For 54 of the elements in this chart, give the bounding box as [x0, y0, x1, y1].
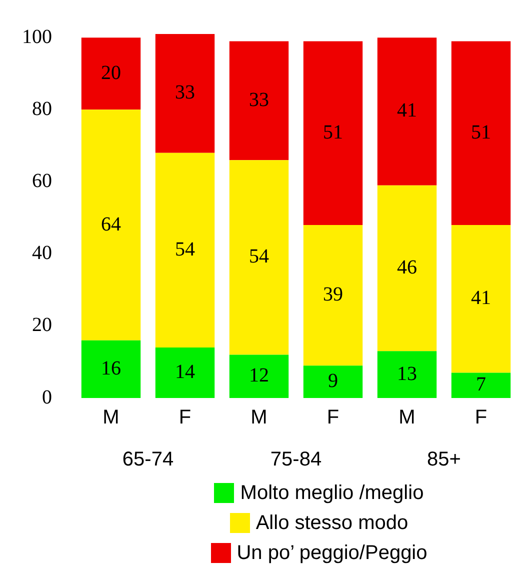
bar	[303, 225, 363, 366]
data-label: 54	[175, 238, 195, 260]
x-tick-label: M	[102, 406, 120, 429]
x-tick-label: F	[178, 406, 192, 429]
data-label: 7	[476, 374, 486, 396]
legend-label: Molto meglio /meglio	[240, 481, 424, 506]
bar	[229, 41, 289, 160]
data-label: 39	[323, 284, 343, 306]
y-tick-label: 80	[32, 98, 52, 120]
data-label: 20	[101, 62, 121, 84]
bar	[155, 152, 215, 348]
legend-label: Allo stesso modo	[256, 511, 408, 536]
bar	[377, 38, 437, 186]
y-tick-label: 0	[42, 386, 52, 408]
text: 65-74	[122, 448, 174, 471]
y-tick-label: 40	[32, 242, 52, 264]
data-label: 33	[175, 82, 195, 104]
x-tick-label: F	[474, 406, 488, 429]
data-label: 33	[249, 88, 269, 111]
data-label: 64	[101, 213, 121, 236]
data-label: 13	[397, 362, 417, 385]
bar	[229, 354, 289, 398]
bar	[81, 38, 141, 110]
data-label: 9	[328, 370, 338, 392]
bar	[81, 110, 141, 340]
bar	[451, 225, 511, 373]
x-tick-label: M	[250, 406, 268, 429]
data-label: 12	[249, 364, 269, 387]
x-tick-label: F	[326, 406, 340, 429]
x-tick-label: M	[398, 406, 416, 429]
y-tick-label: 20	[32, 314, 52, 336]
data-label: 41	[471, 287, 491, 310]
bar	[451, 372, 511, 398]
data-label: 51	[323, 121, 343, 144]
data-label: 51	[471, 121, 491, 144]
data-label: 41	[397, 100, 417, 122]
y-tick-label: 100	[22, 26, 52, 48]
data-label: 16	[101, 357, 121, 380]
bar	[155, 348, 215, 398]
bar	[377, 351, 437, 398]
bar	[451, 41, 511, 226]
data-label: 46	[397, 256, 417, 279]
bar	[81, 340, 141, 398]
legend-label: Un po’ peggio/Peggio	[236, 541, 428, 566]
bar	[229, 160, 289, 355]
data-label: 54	[249, 246, 269, 268]
text: 85+	[427, 448, 461, 471]
y-tick-label: 60	[32, 170, 52, 192]
bar	[155, 34, 215, 153]
text: 75-84	[270, 448, 322, 471]
data-label: 14	[175, 361, 195, 384]
bar	[303, 41, 363, 226]
bar	[303, 366, 363, 398]
bar	[377, 185, 437, 352]
